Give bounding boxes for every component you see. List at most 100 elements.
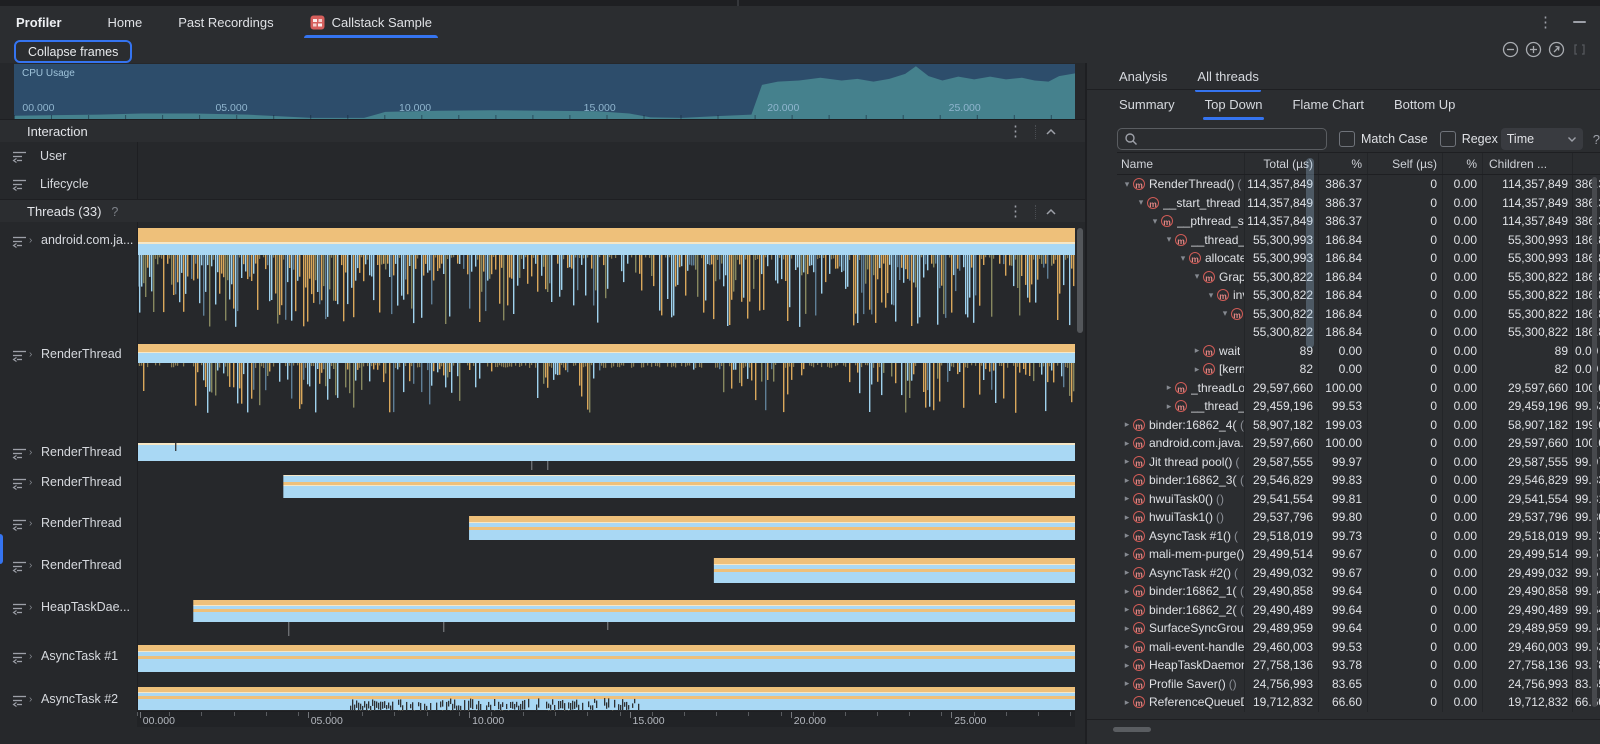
- thread-name[interactable]: RenderThread: [41, 347, 122, 361]
- track-filter-icon[interactable]: [12, 651, 27, 664]
- call-tree-row[interactable]: ▸mmali-mem-purge()29,499,51499.6700.0029…: [1117, 545, 1600, 564]
- tab-callstack-sample[interactable]: Callstack Sample: [292, 6, 450, 38]
- chevron-collapsed-icon[interactable]: ▸: [1121, 549, 1133, 560]
- track-filter-icon[interactable]: [12, 602, 27, 615]
- call-tree-row[interactable]: ▸mbinder:16862_2()(29,490,48999.6400.002…: [1117, 601, 1600, 620]
- call-tree-row[interactable]: ▸mwait890.0000.00890.00: [1117, 342, 1600, 361]
- call-tree-row[interactable]: ▾m__thread_entry55,300,993186.8400.0055,…: [1117, 231, 1600, 250]
- track-filter-icon[interactable]: [12, 518, 27, 531]
- track-filter-icon[interactable]: [12, 447, 27, 460]
- chevron-collapsed-icon[interactable]: ▸: [1121, 641, 1133, 652]
- track-filter-icon[interactable]: [12, 178, 27, 191]
- table-vertical-scrollbar[interactable]: [1592, 177, 1597, 707]
- chevron-collapsed-icon[interactable]: ▸: [1121, 567, 1133, 578]
- chevron-collapsed-icon[interactable]: ▸: [1121, 530, 1133, 541]
- chevron-collapsed-icon[interactable]: ▸: [1121, 493, 1133, 504]
- track-filter-icon[interactable]: [12, 349, 27, 362]
- tab-all-threads[interactable]: All threads: [1195, 65, 1260, 92]
- subtab-top-down[interactable]: Top Down: [1203, 93, 1265, 120]
- thread-expand-icon[interactable]: ›: [29, 349, 32, 360]
- call-tree-row[interactable]: ▸mhwuiTask0()()29,541,55499.8100.0029,54…: [1117, 490, 1600, 509]
- thread-expand-icon[interactable]: ›: [29, 560, 32, 571]
- zoom-out-icon[interactable]: [1502, 41, 1519, 58]
- thread-name[interactable]: RenderThread: [41, 516, 122, 530]
- match-case-checkbox[interactable]: [1339, 131, 1355, 147]
- call-tree-row[interactable]: ▸mProfile Saver()()24,756,99383.6500.002…: [1117, 675, 1600, 694]
- call-tree-row[interactable]: ▾mallocate55,300,993186.8400.0055,300,99…: [1117, 249, 1600, 268]
- call-tree-row[interactable]: ▸mbinder:16862_4()(58,907,182199.0300.00…: [1117, 416, 1600, 435]
- thread-expand-icon[interactable]: ›: [29, 447, 32, 458]
- column-header-0[interactable]: Name: [1117, 153, 1245, 174]
- regex-option[interactable]: Regex: [1440, 131, 1498, 147]
- interaction-options-icon[interactable]: ⋮: [1004, 122, 1027, 141]
- track-filter-icon[interactable]: [12, 477, 27, 490]
- subtab-flame-chart[interactable]: Flame Chart: [1290, 93, 1366, 120]
- chevron-expanded-icon[interactable]: ▾: [1163, 234, 1175, 245]
- column-header-4[interactable]: %: [1443, 153, 1483, 174]
- chevron-expanded-icon[interactable]: ▾: [1191, 271, 1203, 282]
- chevron-collapsed-icon[interactable]: ▸: [1163, 382, 1175, 393]
- call-tree-row[interactable]: ▸mandroid.com.java.profilertester29,597,…: [1117, 434, 1600, 453]
- chevron-collapsed-icon[interactable]: ▸: [1121, 678, 1133, 689]
- chevron-expanded-icon[interactable]: ▾: [1219, 308, 1231, 319]
- threads-help-icon[interactable]: ?: [111, 205, 118, 219]
- chevron-expanded-icon[interactable]: ▾: [1149, 216, 1161, 227]
- search-field[interactable]: [1117, 128, 1327, 150]
- chevron-collapsed-icon[interactable]: ▸: [1121, 456, 1133, 467]
- chevron-collapsed-icon[interactable]: ▸: [1163, 401, 1175, 412]
- call-tree-row[interactable]: 55,300,822186.8400.0055,300,822186.84: [1117, 323, 1600, 342]
- subtab-bottom-up[interactable]: Bottom Up: [1392, 93, 1457, 120]
- thread-expand-icon[interactable]: ›: [29, 694, 32, 705]
- call-tree-row[interactable]: ▸mAsyncTask #2()(29,499,03299.6700.0029,…: [1117, 564, 1600, 583]
- call-tree-row[interactable]: ▾minvoke55,300,822186.8400.0055,300,8221…: [1117, 286, 1600, 305]
- track-filter-icon[interactable]: [12, 560, 27, 573]
- chevron-collapsed-icon[interactable]: ▸: [1121, 438, 1133, 449]
- interaction-collapse-icon[interactable]: [1045, 128, 1057, 136]
- thread-expand-icon[interactable]: ›: [29, 477, 32, 488]
- tab-home[interactable]: Home: [90, 6, 161, 38]
- more-options-icon[interactable]: ⋮: [1534, 13, 1557, 32]
- track-filter-icon[interactable]: [12, 694, 27, 707]
- chevron-collapsed-icon[interactable]: ▸: [1121, 623, 1133, 634]
- match-case-option[interactable]: Match Case: [1339, 131, 1428, 147]
- search-input[interactable]: [1142, 131, 1320, 147]
- track-filter-icon[interactable]: [12, 150, 27, 163]
- time-filter-dropdown[interactable]: Time: [1501, 128, 1583, 150]
- call-tree-row[interactable]: ▾m(anonymous)55,300,822186.8400.0055,300…: [1117, 305, 1600, 324]
- call-tree-row[interactable]: ▸m_threadLoop29,597,660100.0000.0029,597…: [1117, 379, 1600, 398]
- interaction-row-lifecycle[interactable]: Lifecycle: [0, 170, 1085, 198]
- reset-zoom-icon[interactable]: [1548, 41, 1565, 58]
- chevron-collapsed-icon[interactable]: ▸: [1121, 419, 1133, 430]
- zoom-in-icon[interactable]: [1525, 41, 1542, 58]
- thread-expand-icon[interactable]: ›: [29, 235, 32, 246]
- thread-expand-icon[interactable]: ›: [29, 602, 32, 613]
- inner-scrollbar[interactable]: [1306, 158, 1314, 348]
- chevron-expanded-icon[interactable]: ▾: [1135, 197, 1147, 208]
- minimize-icon[interactable]: [1573, 21, 1586, 23]
- call-tree-row[interactable]: ▸mAsyncTask #1()(29,518,01999.7300.0029,…: [1117, 527, 1600, 546]
- call-tree-row[interactable]: ▸mSurfaceSyncGroupTimer29,489,95999.6400…: [1117, 619, 1600, 638]
- cpu-usage-chart[interactable]: CPU Usage 00.00005.00010.00015.00020.000…: [14, 64, 1075, 119]
- thread-expand-icon[interactable]: ›: [29, 651, 32, 662]
- threads-options-icon[interactable]: ⋮: [1004, 202, 1027, 221]
- thread-name[interactable]: AsyncTask #1: [41, 649, 118, 663]
- subtab-summary[interactable]: Summary: [1117, 93, 1177, 120]
- column-header-3[interactable]: Self (µs): [1368, 153, 1443, 174]
- threads-scrollbar[interactable]: [1077, 228, 1083, 333]
- call-tree-row[interactable]: ▸m__thread_entry29,459,19699.5300.0029,4…: [1117, 397, 1600, 416]
- call-tree-row[interactable]: ▾mGraphicsEnv55,300,822186.8400.0055,300…: [1117, 268, 1600, 287]
- thread-name[interactable]: RenderThread: [41, 445, 122, 459]
- threads-collapse-icon[interactable]: [1045, 208, 1057, 216]
- interaction-row-user[interactable]: User: [0, 142, 1085, 170]
- call-tree-row[interactable]: ▾m__pthread_start(void*)114,357,849386.3…: [1117, 212, 1600, 231]
- chevron-expanded-icon[interactable]: ▾: [1121, 179, 1133, 190]
- chevron-collapsed-icon[interactable]: ▸: [1121, 604, 1133, 615]
- column-header-2[interactable]: %: [1319, 153, 1368, 174]
- threads-section-header[interactable]: Threads (33) ? ⋮: [0, 199, 1085, 224]
- call-tree-row[interactable]: ▸mHeapTaskDaemon()27,758,13693.7800.0027…: [1117, 656, 1600, 675]
- call-tree-row[interactable]: ▸mReferenceQueueDaemon()19,712,83266.600…: [1117, 693, 1600, 712]
- chevron-collapsed-icon[interactable]: ▸: [1121, 697, 1133, 708]
- table-horizontal-scrollbar[interactable]: [1113, 727, 1151, 732]
- chevron-collapsed-icon[interactable]: ▸: [1121, 660, 1133, 671]
- chevron-collapsed-icon[interactable]: ▸: [1121, 586, 1133, 597]
